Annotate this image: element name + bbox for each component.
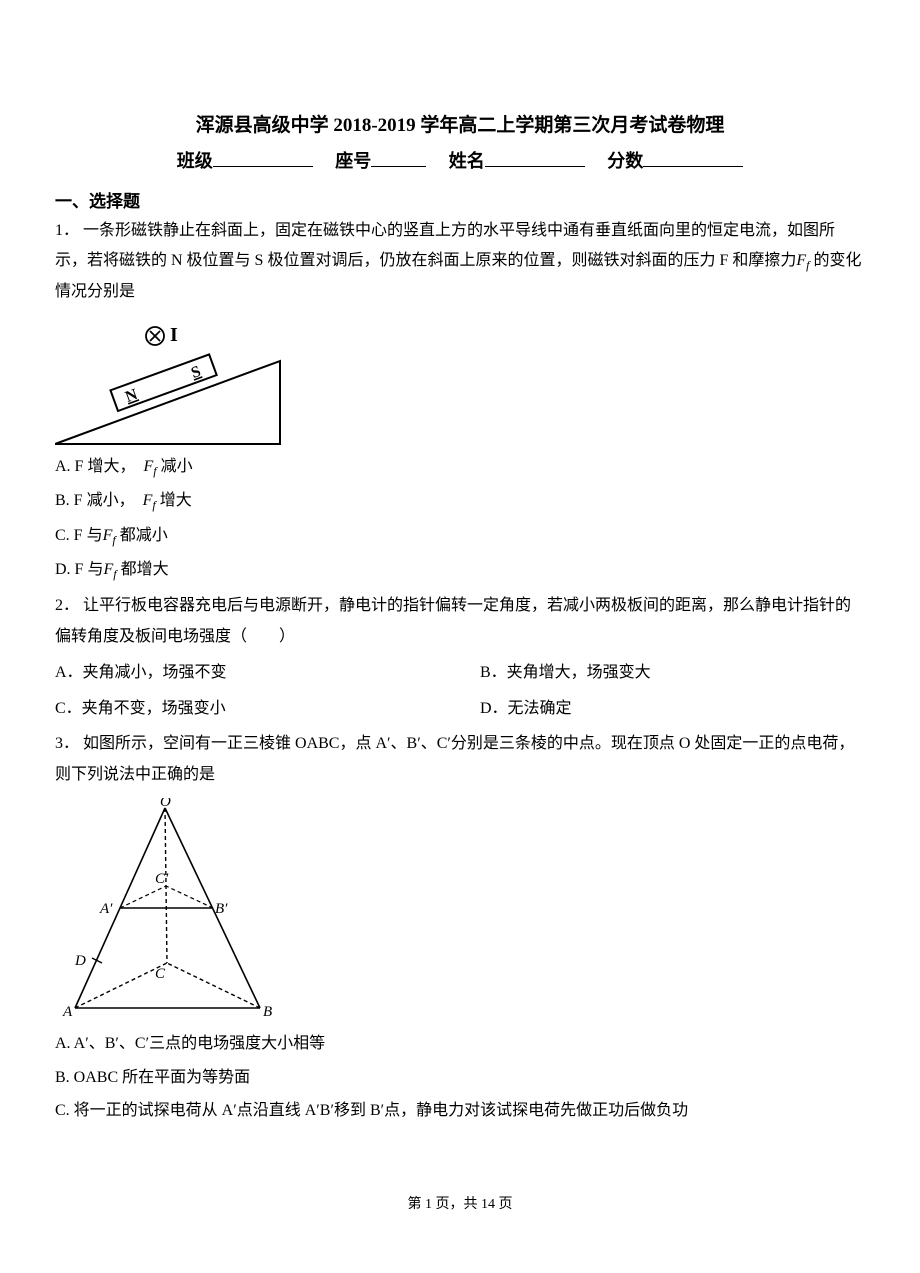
question-2: 2． 让平行板电容器充电后与电源断开，静电计的指针偏转一定角度，若减小两极板间的… — [55, 591, 865, 725]
q3-text: 如图所示，空间有一正三棱锥 OABC，点 A′、B′、C′分别是三条棱的中点。现… — [55, 735, 854, 782]
q3-label-O: O — [160, 798, 171, 810]
q1-figure: N S I — [55, 316, 865, 446]
q3-opt-b: B. OABC 所在平面为等势面 — [55, 1061, 865, 1095]
q2-num: 2． — [55, 597, 79, 614]
name-blank[interactable] — [485, 166, 585, 167]
q1-opt-a: A. F 增大， — [55, 458, 135, 475]
score-label: 分数 — [607, 151, 643, 171]
question-1: 1． 一条形磁铁静止在斜面上，固定在磁铁中心的竖直上方的水平导线中通有垂直纸面向… — [55, 216, 865, 587]
page-footer: 第 1 页，共 14 页 — [0, 1193, 920, 1213]
q2-opt-a: A．夹角减小，场强不变 — [55, 656, 440, 690]
q1-opt-d: D. F 与 — [55, 561, 103, 578]
q3-num: 3． — [55, 735, 79, 752]
q3-label-Bp: B′ — [215, 901, 228, 917]
class-label: 班级 — [177, 151, 213, 171]
q3-label-C: C — [155, 966, 166, 982]
q3-opt-c: C. 将一正的试探电荷从 A′点沿直线 A′B′移到 B′点，静电力对该试探电荷… — [55, 1094, 865, 1128]
q3-opt-a: A. A′、B′、C′三点的电场强度大小相等 — [55, 1027, 865, 1061]
page-title: 浑源县高级中学 2018-2019 学年高二上学期第三次月考试卷物理 — [55, 110, 865, 137]
q2-opt-d: D．无法确定 — [480, 692, 865, 726]
section-1-title: 一、选择题 — [55, 187, 865, 212]
q1-text: 一条形磁铁静止在斜面上，固定在磁铁中心的竖直上方的水平导线中通有垂直纸面向里的恒… — [55, 222, 835, 269]
q1-num: 1． — [55, 222, 79, 239]
q3-label-D: D — [74, 953, 86, 969]
q3-label-Cp: C′ — [155, 871, 169, 887]
question-3: 3． 如图所示，空间有一正三棱锥 OABC，点 A′、B′、C′分别是三条棱的中… — [55, 729, 865, 1128]
seat-label: 座号 — [335, 151, 371, 171]
class-blank[interactable] — [213, 166, 313, 167]
seat-blank[interactable] — [371, 166, 426, 167]
q1-options: A. F 增大， Ff 减小 B. F 减小， Ff 增大 C. F 与Ff 都… — [55, 450, 865, 588]
q3-options: A. A′、B′、C′三点的电场强度大小相等 B. OABC 所在平面为等势面 … — [55, 1027, 865, 1128]
q1-opt-c: C. F 与 — [55, 527, 103, 544]
q2-text: 让平行板电容器充电后与电源断开，静电计的指针偏转一定角度，若减小两极板间的距离，… — [55, 597, 851, 644]
page: 浑源县高级中学 2018-2019 学年高二上学期第三次月考试卷物理 班级 座号… — [0, 0, 920, 1273]
q3-label-Ap: A′ — [99, 901, 113, 917]
header-fields: 班级 座号 姓名 分数 — [55, 147, 865, 173]
q3-label-B: B — [263, 1004, 272, 1020]
name-label: 姓名 — [449, 151, 485, 171]
q1-label-I: I — [170, 324, 178, 346]
q2-options: A．夹角减小，场强不变 B．夹角增大，场强变大 C．夹角不变，场强变小 D．无法… — [55, 656, 865, 725]
q1-opt-b: B. F 减小， — [55, 492, 135, 509]
q3-figure: O A B C A′ B′ C′ D — [55, 798, 865, 1023]
score-blank[interactable] — [643, 166, 743, 167]
q2-opt-c: C．夹角不变，场强变小 — [55, 692, 440, 726]
q2-opt-b: B．夹角增大，场强变大 — [480, 656, 865, 690]
q3-label-A: A — [62, 1004, 73, 1020]
